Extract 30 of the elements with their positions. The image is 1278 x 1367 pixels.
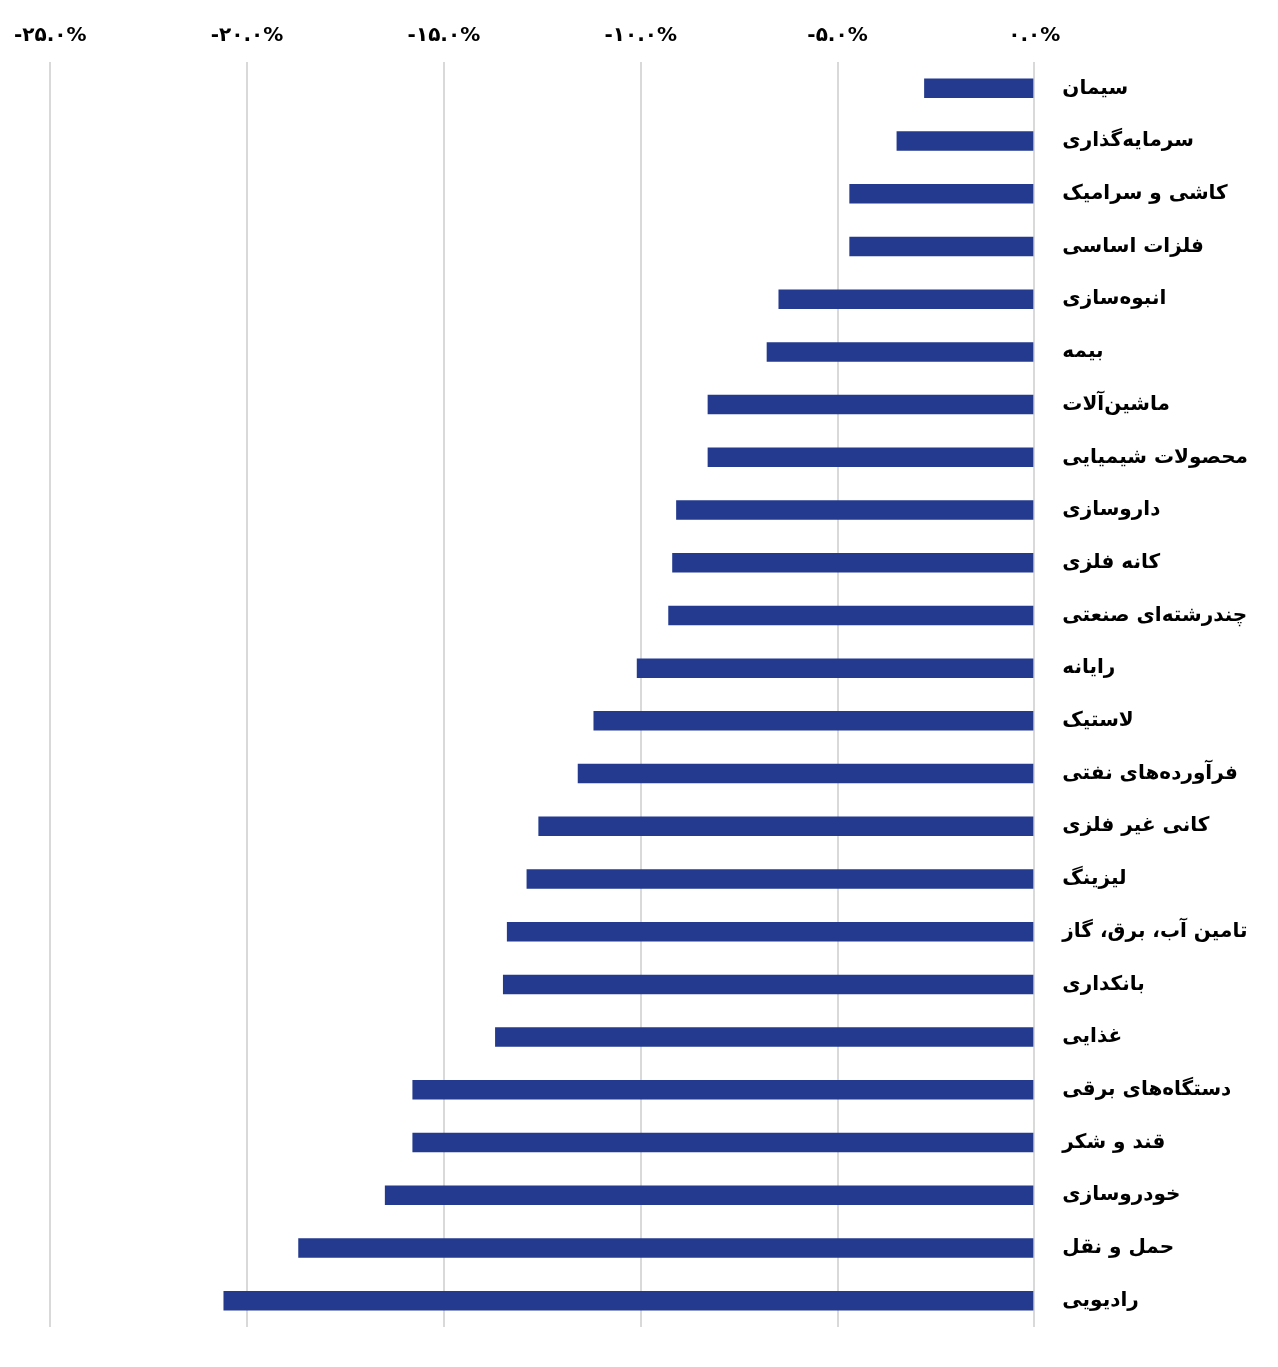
y-tick-label: فرآورده‌های نفتی	[1062, 758, 1238, 784]
y-tick-label: محصولات شیمیایی	[1062, 443, 1248, 468]
y-tick-label: قند و شکر	[1061, 1128, 1166, 1153]
y-tick-label: غذایی	[1062, 1023, 1123, 1048]
y-tick-label: بیمه	[1062, 338, 1104, 363]
x-tick-label: -۱۵.۰%	[407, 22, 481, 47]
y-tick-label: فلزات اساسی	[1062, 232, 1204, 257]
y-tick-label: کاشی و سرامیک	[1062, 179, 1229, 204]
y-tick-label: خودروسازی	[1062, 1181, 1181, 1206]
y-tick-label: تامین آب، برق، گاز	[1061, 916, 1248, 942]
y-tick-label: سرمایه‌گذاری	[1062, 127, 1194, 152]
y-tick-label: رادیویی	[1062, 1286, 1139, 1311]
y-tick-label: کانه فلزی	[1062, 548, 1161, 573]
y-tick-label: کانی غیر فلزی	[1062, 812, 1210, 837]
x-tick-label: -۵.۰%	[807, 22, 868, 47]
y-tick-label: دستگاه‌های برقی	[1062, 1076, 1232, 1101]
x-tick-label: -۲۵.۰%	[14, 22, 87, 47]
x-tick-label: -۲۰.۰%	[210, 22, 284, 47]
y-tick-label: بانکداری	[1062, 970, 1145, 995]
y-tick-label: لاستیک	[1062, 707, 1134, 732]
x-tick-label: -۱۰.۰%	[604, 22, 677, 47]
y-tick-label: رایانه	[1062, 654, 1116, 679]
y-tick-label: چندرشته‌ای صنعتی	[1062, 601, 1248, 627]
y-tick-label: انبوه‌سازی	[1062, 285, 1167, 310]
y-tick-label: سیمان	[1062, 74, 1129, 99]
x-tick-label: ۰.۰%	[1008, 22, 1061, 47]
y-tick-label: حمل و نقل	[1062, 1234, 1175, 1259]
y-tick-label: داروسازی	[1062, 496, 1161, 521]
y-tick-label: ماشین‌آلات	[1062, 389, 1170, 415]
y-tick-label: لیزینگ	[1062, 865, 1127, 890]
